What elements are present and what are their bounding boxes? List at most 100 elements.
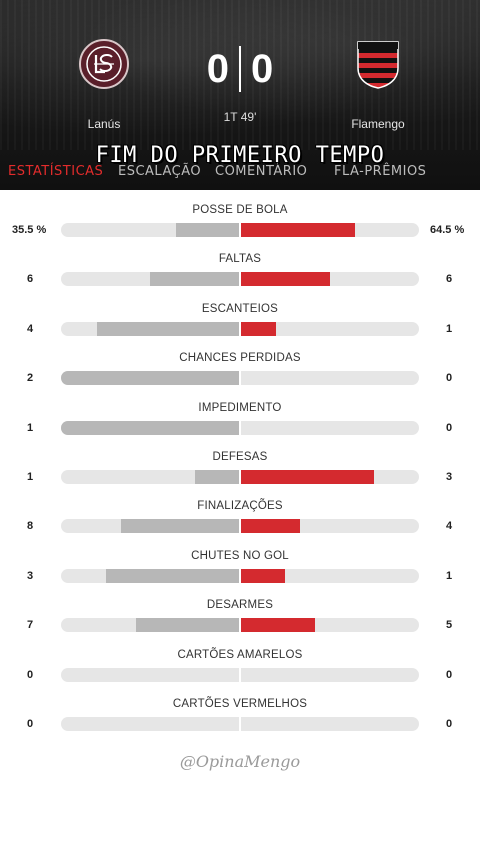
score-separator: [239, 46, 241, 92]
stat-bar-home: [195, 469, 240, 484]
stat-label: CARTÕES AMARELOS: [177, 648, 303, 661]
stat-bar-track: [61, 223, 419, 237]
stat-home-value: 8: [27, 520, 34, 533]
home-team[interactable]: Lanús: [44, 38, 164, 131]
stat-bar-home: [150, 272, 240, 287]
stat-bar-divider: [239, 519, 241, 534]
stat-bar-track: [61, 667, 419, 682]
stat-bar-track: [61, 618, 419, 633]
stat-bar-divider: [239, 420, 241, 435]
stat-label: ESCANTEIOS: [201, 302, 279, 315]
stat-bar-track: [61, 469, 419, 484]
stat-row: DEFESAS 1 3: [0, 443, 480, 492]
tab-escalacao[interactable]: ESCALAÇÃO: [118, 164, 202, 179]
stat-bar-divider: [239, 272, 241, 287]
tab-estatisticas[interactable]: ESTATÍSTICAS: [8, 164, 104, 179]
stat-bar-home: [121, 519, 240, 534]
stat-row: IMPEDIMENTO 1 0: [0, 394, 480, 443]
stat-bar-home: [106, 568, 240, 583]
stat-bar-divider: [239, 667, 241, 682]
stat-bar-divider: [239, 371, 241, 386]
stat-away-value: 1: [446, 569, 453, 582]
stat-row: POSSE DE BOLA 35.5 % 64.5 %: [0, 196, 480, 245]
stat-bar-divider: [239, 568, 241, 583]
stat-away-value: 0: [446, 421, 453, 434]
stat-bar-home: [97, 321, 240, 336]
stat-label: FALTAS: [218, 253, 262, 266]
stat-row: FINALIZAÇÕES 8 4: [0, 492, 480, 541]
scoreboard: 0 0: [190, 44, 290, 94]
stat-row: CHUTES NO GOL 3 1: [0, 542, 480, 591]
stat-away-value: 6: [446, 273, 453, 286]
away-score: 0: [251, 46, 274, 91]
half-time-caption: FIM DO PRIMEIRO TEMPO: [95, 143, 385, 168]
stat-bar-away: [240, 568, 285, 583]
stat-row: FALTAS 6 6: [0, 245, 480, 294]
stat-bar-away: [240, 321, 276, 336]
stat-home-value: 0: [27, 668, 34, 681]
stat-away-value: 0: [446, 717, 453, 730]
stat-bar-divider: [239, 223, 241, 237]
tab-bar: ESTATÍSTICAS ESCALAÇÃO COMENTÁRIO FLA-PR…: [0, 160, 480, 190]
tab-comentario[interactable]: COMENTÁRIO: [215, 164, 308, 179]
flamengo-crest-icon: [357, 41, 399, 89]
stat-bar-track: [61, 519, 419, 534]
lanus-crest-icon: [79, 39, 129, 89]
stat-home-value: 6: [27, 273, 34, 286]
stat-bar-track: [61, 321, 419, 336]
stat-away-value: 1: [446, 322, 453, 335]
stat-bar-divider: [239, 716, 241, 731]
stat-home-value: 1: [27, 421, 34, 434]
match-header: Lanús 0 0 1T 49' Flamengo ESTA: [0, 0, 480, 190]
statistics-list: POSSE DE BOLA 35.5 % 64.5 % FALTAS 6 6 ESCANTE…: [0, 196, 480, 739]
home-team-name: Lanús: [87, 117, 121, 131]
stat-bar-track: [61, 568, 419, 583]
stat-away-value: 0: [446, 668, 453, 681]
stat-bar-track: [61, 716, 419, 731]
stat-home-value: 35.5 %: [12, 224, 47, 236]
stat-home-value: 2: [27, 372, 34, 385]
stat-home-value: 7: [27, 619, 34, 632]
stat-away-value: 5: [446, 619, 453, 632]
stat-home-value: 4: [27, 322, 34, 335]
away-team[interactable]: Flamengo: [318, 38, 438, 131]
stat-row: ESCANTEIOS 4 1: [0, 295, 480, 344]
stat-bar-divider: [239, 469, 241, 484]
home-score: 0: [206, 46, 229, 91]
stat-row: CHANCES PERDIDAS 2 0: [0, 344, 480, 393]
stat-bar-divider: [239, 321, 241, 336]
stat-home-value: 0: [27, 717, 34, 730]
stat-label: DEFESAS: [212, 450, 268, 463]
stat-bar-away: [240, 618, 315, 633]
stat-label: FINALIZAÇÕES: [197, 500, 283, 513]
away-team-name: Flamengo: [351, 117, 405, 131]
stat-bar-away: [240, 469, 374, 484]
stat-label: CHUTES NO GOL: [191, 549, 289, 562]
stat-bar-home: [136, 618, 240, 633]
stat-bar-home: [176, 223, 240, 237]
stat-away-value: 3: [446, 470, 453, 483]
match-clock: 1T 49': [223, 110, 257, 124]
stat-bar-track: [61, 420, 419, 435]
stat-label: DESARMES: [206, 599, 274, 612]
stat-bar-divider: [239, 618, 241, 633]
stat-bar-away: [240, 519, 300, 534]
stat-bar-home: [61, 420, 240, 435]
stat-away-value: 64.5 %: [430, 224, 465, 236]
stat-bar-track: [61, 371, 419, 386]
stat-row: CARTÕES VERMELHOS 0 0: [0, 690, 480, 739]
stat-row: DESARMES 7 5: [0, 591, 480, 640]
stat-bar-track: [61, 272, 419, 287]
stat-away-value: 4: [446, 520, 453, 533]
stat-away-value: 0: [446, 372, 453, 385]
stat-bar-away: [240, 272, 330, 287]
stat-label: IMPEDIMENTO: [198, 401, 282, 414]
tab-fla-premios[interactable]: FLA-PRÊMIOS: [334, 164, 427, 179]
stat-row: CARTÕES AMARELOS 0 0: [0, 641, 480, 690]
stat-bar-home: [61, 371, 240, 386]
stat-bar-away: [240, 223, 355, 237]
stat-home-value: 1: [27, 470, 34, 483]
stat-home-value: 3: [27, 569, 34, 582]
stat-label: CARTÕES VERMELHOS: [172, 697, 308, 710]
stat-label: CHANCES PERDIDAS: [179, 352, 301, 365]
